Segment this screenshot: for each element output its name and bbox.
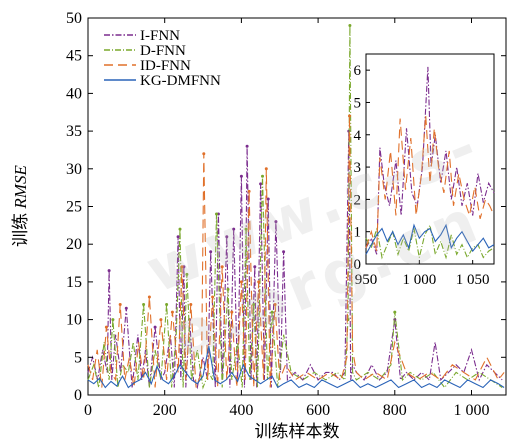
main-point-i-fnn <box>282 250 286 254</box>
main-point-d-fnn <box>165 303 169 306</box>
main-point-i-fnn <box>259 182 263 186</box>
main-point-id-fnn <box>239 280 243 284</box>
main-point-d-fnn <box>252 303 256 306</box>
main-point-id-fnn <box>273 303 277 306</box>
x-tick-label: 0 <box>84 402 92 419</box>
x-tick-label: 800 <box>383 402 407 419</box>
legend-label-kg-dmfnn: KG-DMFNN <box>140 73 221 89</box>
x-tick-label: 200 <box>153 402 177 419</box>
main-point-i-fnn <box>209 250 213 254</box>
main-point-id-fnn <box>211 295 215 299</box>
main-series-group <box>87 24 505 390</box>
inset-x-tick-label: 1 050 <box>456 272 490 288</box>
legend-label-d-fnn: D-FNN <box>140 43 186 59</box>
main-point-d-fnn <box>244 227 248 231</box>
main-point-i-fnn <box>124 306 128 310</box>
y-tick-label: 5 <box>74 349 82 366</box>
inset-y-tick-label: 6 <box>354 63 362 79</box>
y-tick-label: 20 <box>66 236 82 253</box>
x-axis-label: 训练样本数 <box>255 422 340 441</box>
main-point-id-fnn <box>180 265 184 269</box>
inset-y-tick-label: 2 <box>354 192 362 208</box>
main-point-i-fnn <box>274 220 278 224</box>
main-point-i-fnn <box>245 144 249 148</box>
main-point-d-fnn <box>111 318 115 322</box>
inset-x-tick-label: 950 <box>355 272 378 288</box>
inset-y-tick-label: 0 <box>354 257 362 273</box>
main-point-id-fnn <box>202 152 206 156</box>
inset-series-kg-dmfnn-line <box>365 223 495 255</box>
main-point-id-fnn <box>220 265 224 269</box>
inset-x-tick-label: 1 000 <box>402 272 436 288</box>
main-point-i-fnn <box>153 325 157 329</box>
inset-series-id-fnn-line <box>365 115 495 252</box>
main-point-d-fnn <box>226 287 230 291</box>
y-tick-label: 45 <box>66 48 82 65</box>
main-point-id-fnn <box>118 303 122 306</box>
x-tick-label: 400 <box>229 402 253 419</box>
main-point-d-fnn <box>215 212 218 216</box>
inset-series-i-fnn-line <box>365 66 495 255</box>
main-point-id-fnn <box>159 318 163 322</box>
main-point-id-fnn <box>247 189 251 193</box>
main-point-i-fnn <box>107 269 111 273</box>
y-tick-label: 50 <box>66 10 82 27</box>
x-tick-label: 600 <box>306 402 330 419</box>
y-tick-label: 10 <box>66 312 82 329</box>
main-point-d-fnn <box>393 310 397 314</box>
y-tick-label: 30 <box>66 161 82 178</box>
main-point-i-fnn <box>266 197 270 201</box>
main-series-kg-dmfnn-line <box>87 345 505 389</box>
inset-axes-group: 0 1 2 3 4 5 6 950 1 000 1 050 <box>354 63 490 288</box>
main-point-id-fnn <box>230 310 234 314</box>
main-point-i-fnn <box>232 227 236 231</box>
inset-series-d-fnn-line <box>365 223 495 260</box>
main-point-id-fnn <box>147 295 151 299</box>
y-tick-label: 15 <box>66 274 82 291</box>
inset-y-tick-label: 1 <box>354 225 362 241</box>
main-point-id-fnn <box>264 167 268 171</box>
y-axis-label-prefix: 训练 <box>11 209 30 247</box>
inset-y-tick-label: 5 <box>354 95 362 111</box>
y-tick-label: 40 <box>66 85 82 102</box>
y-tick-label: 35 <box>66 123 82 140</box>
main-point-d-fnn <box>270 310 274 314</box>
inset-frame <box>365 53 495 265</box>
main-point-id-fnn <box>170 310 174 314</box>
main-point-i-fnn <box>225 235 229 239</box>
main-point-i-fnn <box>239 174 243 178</box>
y-axis-label-italic: RMSE <box>11 165 30 210</box>
main-point-d-fnn <box>348 24 352 27</box>
y-tick-label: 25 <box>66 199 82 216</box>
main-point-d-fnn <box>261 174 264 178</box>
main-point-d-fnn <box>178 227 182 231</box>
inset-y-tick-label: 3 <box>354 160 362 176</box>
main-point-id-fnn <box>104 325 108 329</box>
main-point-i-fnn <box>176 235 180 239</box>
main-point-id-fnn <box>257 280 261 284</box>
main-series-id-fnn-line <box>87 115 505 388</box>
y-axis-label: 训练 RMSE <box>11 165 30 247</box>
legend-label-id-fnn: ID-FNN <box>140 58 191 74</box>
inset-series-group <box>365 66 495 260</box>
main-point-d-fnn <box>185 272 189 276</box>
y-tick-label: 0 <box>74 387 82 404</box>
inset-y-tick-label: 4 <box>354 128 362 144</box>
main-point-d-fnn <box>142 303 146 306</box>
x-tick-label: 1 000 <box>453 402 489 419</box>
main-point-i-fnn <box>253 265 257 269</box>
main-point-id-fnn <box>348 114 351 118</box>
main-point-id-fnn <box>189 303 193 306</box>
legend-label-i-fnn: I-FNN <box>140 28 180 44</box>
